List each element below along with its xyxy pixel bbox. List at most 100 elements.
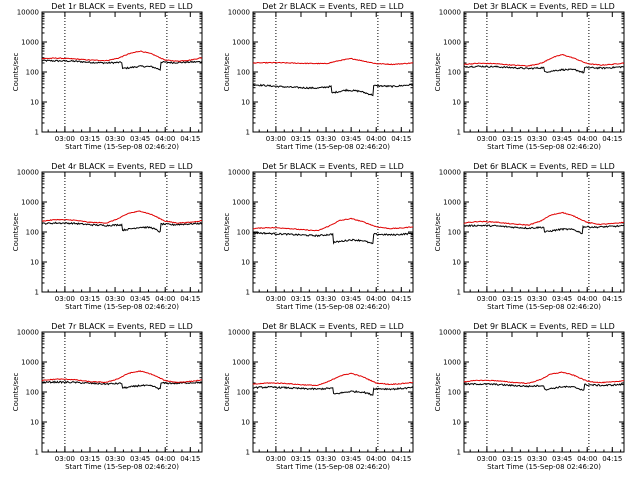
y-tick-label: 10000 xyxy=(228,169,250,177)
y-tick-label: 100 xyxy=(448,229,461,237)
x-tick-label: 04:15 xyxy=(180,455,200,463)
events-series-line xyxy=(41,221,203,233)
lld-series-line xyxy=(252,372,414,387)
x-tick-label: 03:15 xyxy=(80,455,100,463)
panel-title: Det 7r BLACK = Events, RED = LLD xyxy=(51,322,193,331)
x-tick-label: 04:15 xyxy=(602,295,622,303)
plot-frame xyxy=(463,11,625,133)
x-tick-label: 04:15 xyxy=(391,135,411,143)
x-tick-label: 03:30 xyxy=(316,295,336,303)
y-tick-label: 10 xyxy=(30,99,39,107)
x-tick-label: 04:15 xyxy=(180,135,200,143)
x-tick-label: 03:45 xyxy=(552,135,572,143)
y-axis-label: Counts/sec xyxy=(223,53,231,92)
y-tick-label: 1000 xyxy=(21,359,39,367)
y-tick-label: 10 xyxy=(241,259,250,267)
x-tick-label: 03:45 xyxy=(130,455,150,463)
x-tick-label: 03:15 xyxy=(291,135,311,143)
x-axis-label: Start Time (15-Sep-08 02:46:20) xyxy=(276,463,390,471)
panel-det-9: Det 9r BLACK = Events, RED = LLD 1 10 100 10… xyxy=(434,322,625,471)
x-tick-label: 03:15 xyxy=(502,295,522,303)
x-tick-label: 04:00 xyxy=(366,135,386,143)
y-tick-label: 10 xyxy=(452,259,461,267)
x-tick-label: 03:45 xyxy=(552,455,572,463)
x-tick-label: 04:00 xyxy=(366,455,386,463)
y-tick-label: 10 xyxy=(452,419,461,427)
x-tick-label: 03:30 xyxy=(527,295,547,303)
x-tick-label: 03:00 xyxy=(266,295,286,303)
x-tick-label: 04:00 xyxy=(577,135,597,143)
x-axis-label: Start Time (15-Sep-08 02:46:20) xyxy=(487,143,601,151)
lld-series-line xyxy=(463,54,625,67)
x-tick-label: 03:00 xyxy=(55,455,75,463)
panel-det-8: Det 8r BLACK = Events, RED = LLD 1 10 100 10… xyxy=(223,322,414,471)
lld-series-line xyxy=(41,370,203,384)
panel-title: Det 5r BLACK = Events, RED = LLD xyxy=(262,162,404,171)
panel-title: Det 3r BLACK = Events, RED = LLD xyxy=(473,2,615,11)
panel-det-6: Det 6r BLACK = Events, RED = LLD 1 10 100 10… xyxy=(434,162,625,311)
x-tick-label: 04:15 xyxy=(602,135,622,143)
y-tick-label: 1000 xyxy=(21,39,39,47)
x-tick-label: 03:00 xyxy=(477,455,497,463)
panel-title: Det 8r BLACK = Events, RED = LLD xyxy=(262,322,404,331)
x-tick-label: 03:15 xyxy=(291,455,311,463)
events-series-line xyxy=(463,65,624,74)
x-tick-label: 04:00 xyxy=(155,455,175,463)
events-series-line xyxy=(41,380,203,390)
x-axis-label: Start Time (15-Sep-08 02:46:20) xyxy=(487,303,601,311)
plot-frame xyxy=(252,171,414,293)
plot-frame xyxy=(41,171,203,293)
x-tick-label: 03:30 xyxy=(316,135,336,143)
panel-det-4: Det 4r BLACK = Events, RED = LLD 1 10 100 10… xyxy=(12,162,203,311)
panel-det-7: Det 7r BLACK = Events, RED = LLD 1 10 100 10… xyxy=(12,322,203,471)
x-tick-label: 03:15 xyxy=(291,295,311,303)
y-tick-label: 10000 xyxy=(439,329,461,337)
y-tick-label: 1 xyxy=(457,449,461,457)
events-series-line xyxy=(463,224,625,235)
x-axis-label: Start Time (15-Sep-08 02:46:20) xyxy=(276,303,390,311)
y-axis-label: Counts/sec xyxy=(434,213,442,252)
lld-series-line xyxy=(252,57,414,66)
x-tick-label: 04:15 xyxy=(180,295,200,303)
lld-series-line xyxy=(41,210,203,224)
events-series-line xyxy=(252,385,414,396)
y-tick-label: 1000 xyxy=(443,359,461,367)
plot-frame xyxy=(463,171,625,293)
events-series-line xyxy=(41,59,203,71)
y-tick-label: 10 xyxy=(30,419,39,427)
lld-series-line xyxy=(463,211,625,226)
y-tick-label: 10 xyxy=(241,99,250,107)
x-tick-label: 03:30 xyxy=(316,455,336,463)
y-tick-label: 1000 xyxy=(232,199,250,207)
x-axis-label: Start Time (15-Sep-08 02:46:20) xyxy=(487,463,601,471)
y-tick-label: 10 xyxy=(452,99,461,107)
y-tick-label: 100 xyxy=(237,229,250,237)
x-tick-label: 03:45 xyxy=(341,135,361,143)
x-tick-label: 03:15 xyxy=(502,135,522,143)
x-axis-label: Start Time (15-Sep-08 02:46:20) xyxy=(276,143,390,151)
x-tick-label: 03:15 xyxy=(502,455,522,463)
x-tick-label: 03:45 xyxy=(341,455,361,463)
x-tick-label: 03:45 xyxy=(552,295,572,303)
y-tick-label: 1 xyxy=(35,129,39,137)
x-tick-label: 04:00 xyxy=(155,295,175,303)
panel-det-3: Det 3r BLACK = Events, RED = LLD 1 10 100 10… xyxy=(434,2,625,151)
plot-frame xyxy=(41,331,203,453)
events-series-line xyxy=(252,83,414,97)
panel-title: Det 4r BLACK = Events, RED = LLD xyxy=(51,162,193,171)
y-tick-label: 1 xyxy=(246,449,250,457)
panel-det-5: Det 5r BLACK = Events, RED = LLD 1 10 100 10… xyxy=(223,162,414,311)
plot-frame xyxy=(252,11,414,133)
x-tick-label: 04:00 xyxy=(155,135,175,143)
y-axis-label: Counts/sec xyxy=(223,373,231,412)
y-tick-label: 10000 xyxy=(228,9,250,17)
y-tick-label: 100 xyxy=(237,389,250,397)
x-tick-label: 03:30 xyxy=(105,455,125,463)
panel-det-2: Det 2r BLACK = Events, RED = LLD 1 10 100 10… xyxy=(223,2,414,151)
x-tick-label: 04:15 xyxy=(602,455,622,463)
lld-series-line xyxy=(41,50,203,62)
y-tick-label: 100 xyxy=(448,389,461,397)
y-axis-label: Counts/sec xyxy=(223,213,231,252)
y-axis-label: Counts/sec xyxy=(434,373,442,412)
